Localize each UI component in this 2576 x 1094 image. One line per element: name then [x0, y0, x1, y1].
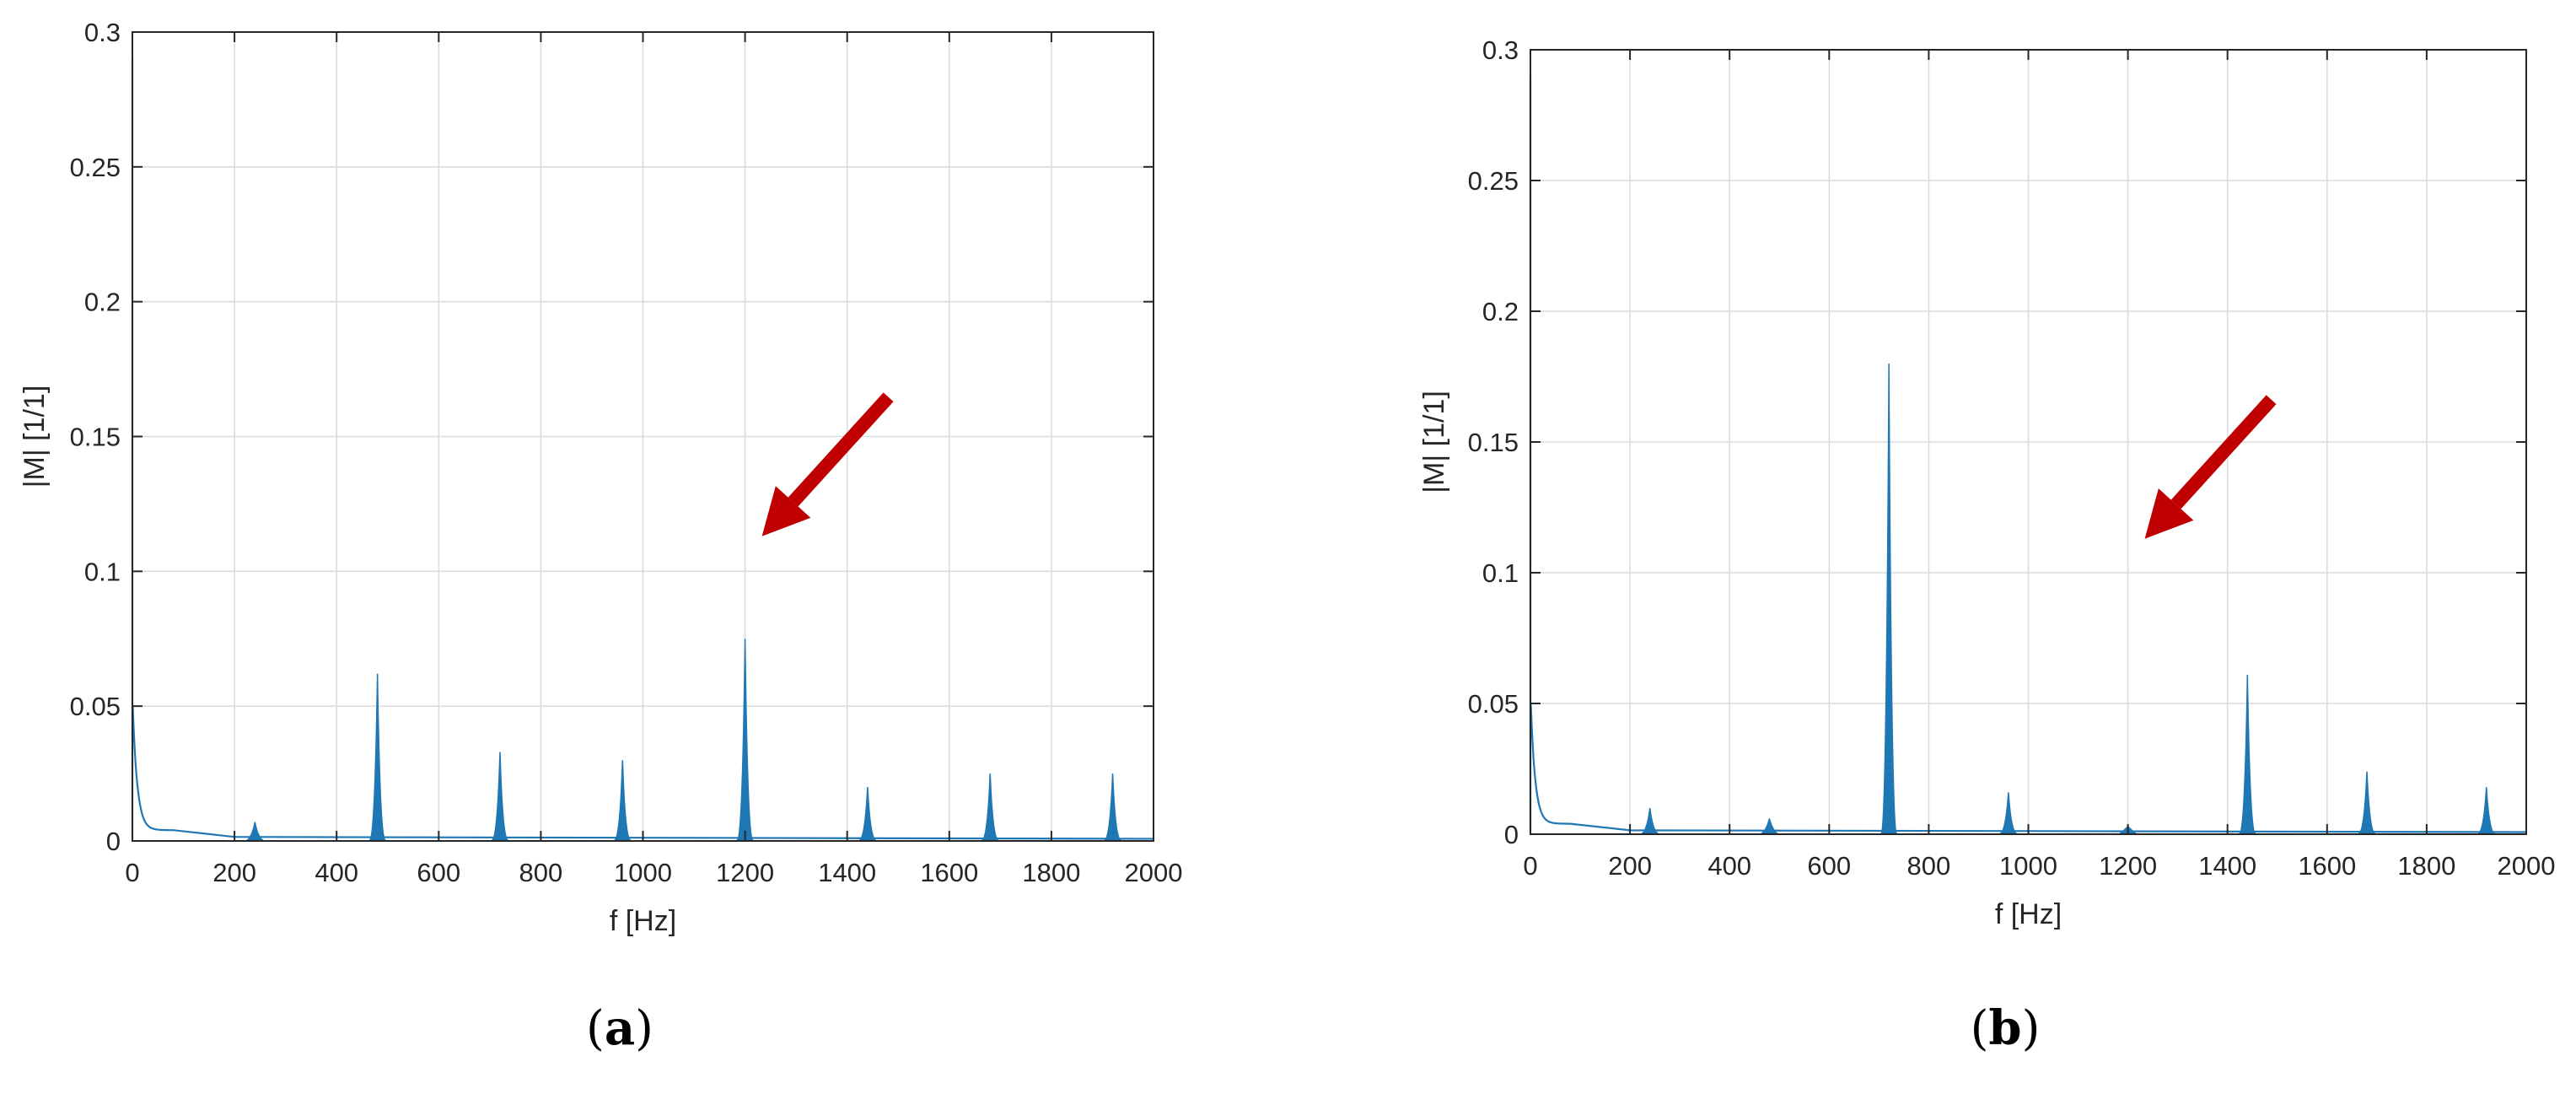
x-tick-label: 1800: [1022, 858, 1080, 887]
x-tick-label: 0: [1523, 851, 1537, 881]
y-tick-label: 0: [106, 827, 121, 856]
x-tick-label: 1200: [2099, 851, 2157, 881]
x-tick-label: 200: [212, 858, 256, 887]
x-tick-label: 0: [125, 858, 139, 887]
spectral-peak: [1760, 818, 1779, 834]
y-tick-label: 0.2: [84, 288, 121, 317]
spectral-peak: [2357, 771, 2377, 834]
x-axis-label: f [Hz]: [610, 905, 676, 937]
y-tick-label: 0.1: [84, 557, 121, 586]
y-tick-label: 0.25: [70, 153, 121, 182]
x-tick-label: 600: [1807, 851, 1851, 881]
x-tick-label: 1600: [2298, 851, 2356, 881]
panel-caption: (a): [586, 1000, 653, 1056]
annotation-arrow-head: [2144, 488, 2194, 539]
annotation-arrow-shaft: [2170, 395, 2277, 509]
annotation-arrow-head: [761, 486, 811, 536]
y-tick-label: 0.3: [1482, 35, 1519, 65]
chart-panel-a: 0 200 400 600 800 1000 1200 1400 1600 1800 2000 0 0.…: [19, 18, 1182, 1056]
x-tick-label: 200: [1608, 851, 1652, 881]
y-tick-label: 0.15: [70, 423, 121, 452]
x-tick-label: 400: [1707, 851, 1751, 881]
panel-caption: (b): [1971, 1000, 2041, 1056]
y-axis-label: |M| [1/1]: [19, 385, 51, 488]
grid: [132, 32, 1154, 841]
spectral-peak: [1640, 807, 1659, 834]
x-tick-label: 2000: [1125, 858, 1183, 887]
x-tick-label: 1200: [716, 858, 774, 887]
y-tick-label: 0.15: [1468, 428, 1519, 457]
x-tick-label: 1400: [818, 858, 876, 887]
spectral-peak: [1998, 792, 2018, 834]
y-tick-label: 0.25: [1468, 166, 1519, 196]
spectral-peak: [2477, 787, 2496, 834]
x-tick-label: 1400: [2198, 851, 2256, 881]
spectral-peak: [735, 639, 755, 841]
x-tick-label: 800: [1907, 851, 1951, 881]
y-tick-label: 0.05: [70, 692, 121, 721]
y-tick-label: 0: [1504, 820, 1519, 849]
x-tick-label: 800: [519, 858, 563, 887]
x-tick-label: 1800: [2397, 851, 2455, 881]
spectral-peak: [1103, 773, 1122, 841]
spectral-peak: [490, 752, 510, 841]
spectral-peak: [858, 787, 877, 841]
spectral-peak: [613, 760, 632, 841]
y-axis-label: |M| [1/1]: [1418, 391, 1450, 493]
annotation-arrow-shaft: [788, 392, 894, 507]
x-axis-label: f [Hz]: [1995, 898, 2062, 930]
y-tick-label: 0.1: [1482, 558, 1519, 588]
x-tick-label: 2000: [2498, 851, 2556, 881]
spectral-peak: [2238, 674, 2257, 834]
spectral-peak: [1880, 363, 1899, 834]
y-tick-label: 0.05: [1468, 689, 1519, 719]
x-tick-label: 1000: [614, 858, 672, 887]
spectral-peak: [981, 773, 1000, 841]
chart-panel-b: 0 200 400 600 800 1000 1200 1400 1600 1800 2000 0 0.…: [1418, 35, 2555, 1056]
x-tick-label: 600: [417, 858, 460, 887]
x-tick-label: 400: [315, 858, 358, 887]
spectral-peak: [368, 673, 387, 841]
spectral-peak: [245, 822, 265, 841]
x-tick-label: 1000: [1999, 851, 2057, 881]
y-tick-label: 0.2: [1482, 297, 1519, 326]
x-tick-label: 1600: [920, 858, 978, 887]
y-tick-label: 0.3: [84, 18, 121, 47]
